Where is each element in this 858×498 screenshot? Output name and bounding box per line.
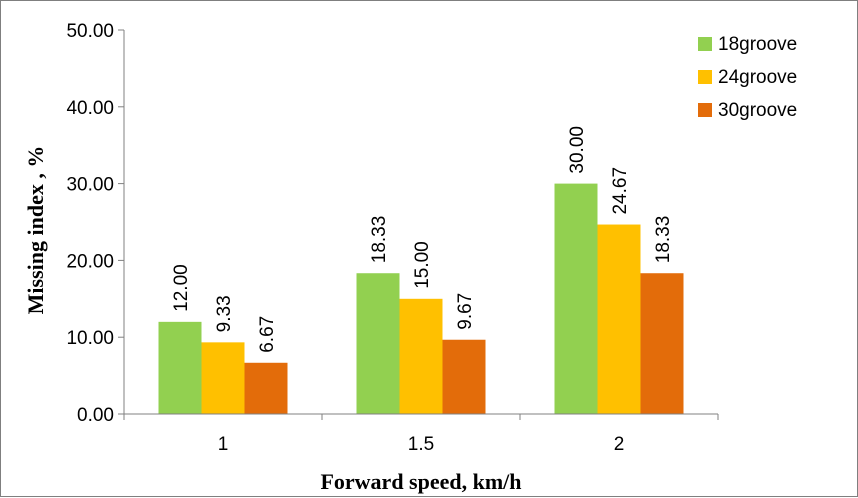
bar — [158, 321, 202, 414]
bar — [399, 298, 443, 414]
x-tick-label: 1 — [218, 434, 229, 455]
legend-label: 18groove — [718, 34, 797, 55]
legend: 18groove 24groove 30groove — [698, 34, 797, 121]
bars — [158, 183, 684, 414]
data-label: 9.33 — [214, 295, 235, 332]
data-label: 30.00 — [567, 126, 588, 174]
data-label: 15.00 — [412, 241, 433, 289]
bar — [597, 224, 641, 414]
y-tick-label: 0.00 — [77, 405, 114, 426]
bar — [244, 362, 288, 414]
legend-label: 24groove — [718, 67, 797, 88]
data-label: 6.67 — [257, 316, 278, 353]
x-tick-label: 1.5 — [408, 434, 434, 455]
data-label: 18.33 — [369, 216, 390, 264]
data-labels: 12.00 9.33 6.67 18.33 15.00 9.67 30.00 24.67 18.… — [171, 126, 674, 353]
bar — [554, 183, 598, 414]
x-axis-title: Forward speed, km/h — [320, 469, 521, 494]
y-axis-title: Missing index , % — [23, 146, 48, 315]
y-tick-label: 10.00 — [66, 328, 114, 349]
y-tick-label: 40.00 — [66, 98, 114, 119]
bar — [442, 339, 486, 414]
bar — [201, 342, 245, 414]
bar — [356, 273, 400, 414]
y-tick-label: 50.00 — [66, 21, 114, 42]
data-label: 18.33 — [653, 216, 674, 264]
y-tick-label: 30.00 — [66, 175, 114, 196]
legend-swatch — [698, 37, 712, 51]
legend-swatch — [698, 103, 712, 117]
x-tick-label: 2 — [614, 434, 625, 455]
y-tick-label: 20.00 — [66, 251, 114, 272]
y-axis-ticks: 0.00 10.00 20.00 30.00 40.00 50.00 — [66, 21, 124, 426]
legend-swatch — [698, 70, 712, 84]
data-label: 9.67 — [455, 293, 476, 330]
data-label: 24.67 — [610, 167, 631, 215]
x-axis-ticks: 1 1.5 2 — [123, 414, 719, 455]
bar — [640, 273, 684, 414]
data-label: 12.00 — [171, 264, 192, 312]
legend-label: 30groove — [718, 100, 797, 121]
